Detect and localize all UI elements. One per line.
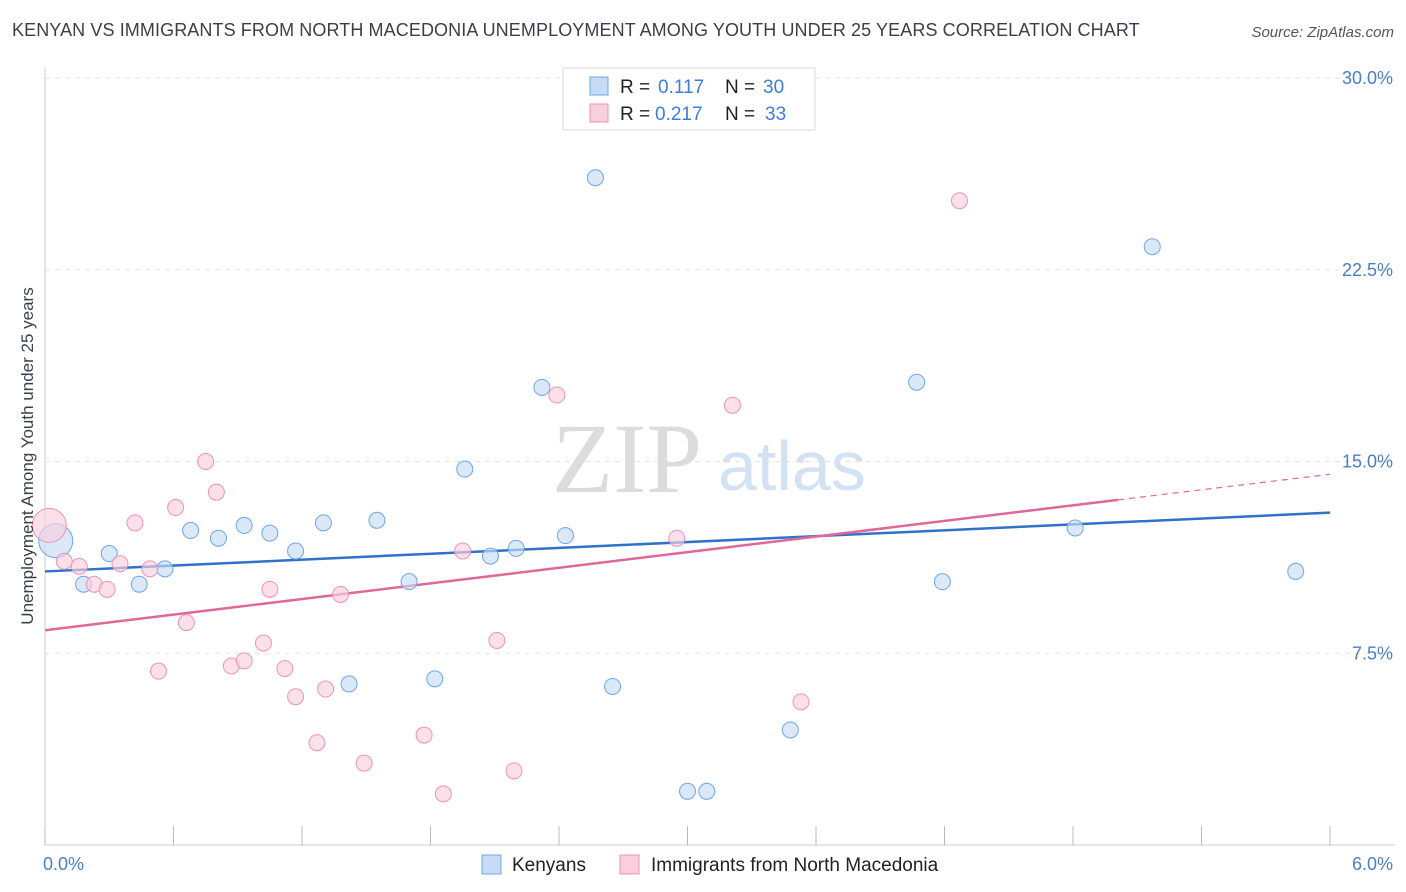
y-axis-label: Unemployment Among Youth under 25 years — [18, 287, 37, 624]
bottom-legend-label-kenyans: Kenyans — [512, 855, 586, 876]
kenyans-trend-line — [44, 511, 1331, 573]
macedonia-point-24 — [434, 785, 452, 803]
y-tick-label-0: 7.5% — [1352, 643, 1393, 663]
chart-title: KENYAN VS IMMIGRANTS FROM NORTH MACEDONI… — [12, 20, 1140, 40]
kenyans-point-20 — [586, 169, 604, 187]
legend-r-label-2: R = — [620, 104, 650, 125]
macedonia-point-8 — [150, 662, 168, 680]
macedonia-point-2 — [70, 557, 88, 575]
macedonia-point-0 — [31, 507, 67, 543]
kenyans-point-26 — [933, 573, 951, 591]
kenyans-point-5 — [182, 522, 200, 540]
macedonia-point-21 — [332, 585, 350, 603]
legend-n-value-1: 30 — [763, 77, 784, 98]
trend-lines — [44, 473, 1331, 632]
macedonia-point-1 — [55, 552, 73, 570]
macedonia-point-15 — [254, 634, 272, 652]
macedonia-point-27 — [505, 762, 523, 780]
kenyans-point-2 — [100, 545, 118, 563]
macedonia-trend-line — [44, 498, 1119, 632]
macedonia-point-14 — [235, 652, 253, 670]
macedonia-point-7 — [141, 560, 159, 578]
y-tick-label-1: 15.0% — [1342, 452, 1393, 472]
kenyans-point-11 — [340, 675, 358, 693]
kenyans-point-16 — [481, 547, 499, 565]
legend-n-label-1: N = — [725, 77, 755, 98]
x-tick-labels: 0.0% 6.0% — [43, 854, 1393, 874]
macedonia-point-19 — [308, 734, 326, 752]
kenyans-point-9 — [287, 542, 305, 560]
macedonia-point-28 — [548, 386, 566, 404]
kenyans-point-28 — [1143, 238, 1161, 256]
watermark-zip: ZIP — [552, 403, 702, 514]
kenyans-point-12 — [368, 511, 386, 529]
macedonia-point-11 — [197, 453, 215, 470]
kenyans-point-19 — [556, 527, 574, 545]
kenyans-point-17 — [507, 539, 525, 557]
kenyans-point-21 — [604, 677, 622, 695]
macedonia-trend-extension — [1117, 473, 1331, 501]
macedonia-point-30 — [723, 396, 741, 414]
gridlines — [45, 77, 1395, 654]
macedonia-point-20 — [317, 680, 335, 698]
kenyans-point-14 — [426, 670, 444, 688]
kenyans-point-7 — [235, 516, 253, 534]
bottom-legend-swatch-kenyans — [481, 854, 502, 875]
kenyans-point-18 — [533, 378, 551, 396]
legend-r-label-1: R = — [620, 77, 650, 98]
macedonia-point-32 — [950, 192, 968, 210]
y-tick-label-2: 22.5% — [1342, 260, 1393, 280]
macedonia-point-10 — [177, 614, 195, 632]
kenyans-point-27 — [1066, 519, 1084, 537]
macedonia-point-6 — [126, 514, 144, 532]
macedonia-point-23 — [415, 726, 433, 744]
data-points — [31, 169, 1305, 803]
kenyans-point-15 — [456, 460, 474, 478]
kenyans-point-22 — [679, 782, 696, 800]
y-tick-label-3: 30.0% — [1342, 68, 1393, 88]
kenyans-point-29 — [1287, 562, 1305, 580]
macedonia-point-16 — [261, 580, 279, 598]
legend-n-label-2: N = — [725, 104, 755, 125]
macedonia-point-4 — [98, 580, 116, 598]
legend-r-value-1: 0.117 — [658, 77, 704, 98]
x-tick-label-max: 6.0% — [1352, 854, 1393, 874]
macedonia-point-5 — [111, 555, 129, 573]
chart-source: Source: ZipAtlas.com — [1251, 24, 1394, 41]
macedonia-point-9 — [167, 499, 185, 517]
kenyans-point-23 — [698, 782, 716, 800]
kenyans-point-13 — [400, 573, 418, 591]
kenyans-point-25 — [908, 373, 926, 391]
axes — [44, 68, 1395, 846]
watermark: ZIP atlas — [552, 403, 866, 514]
macedonia-point-18 — [287, 688, 305, 706]
macedonia-point-26 — [488, 631, 506, 649]
kenyans-point-4 — [156, 560, 174, 578]
kenyans-point-8 — [261, 524, 279, 542]
macedonia-point-29 — [668, 529, 686, 547]
kenyans-point-10 — [314, 514, 332, 532]
watermark-atlas: atlas — [718, 427, 866, 505]
x-tick-label-min: 0.0% — [43, 854, 84, 874]
macedonia-point-31 — [792, 693, 810, 711]
kenyans-point-24 — [781, 721, 799, 739]
legend-r-value-2: 0.217 — [655, 104, 703, 125]
macedonia-point-12 — [207, 483, 225, 501]
series-legend: Kenyans Immigrants from North Macedonia — [481, 854, 939, 876]
bottom-legend-swatch-macedonia — [619, 854, 640, 875]
macedonia-point-17 — [276, 660, 294, 678]
bottom-legend-label-macedonia: Immigrants from North Macedonia — [651, 855, 939, 876]
kenyans-point-6 — [209, 529, 227, 547]
macedonia-point-22 — [355, 754, 373, 772]
legend-swatch-macedonia — [589, 103, 609, 123]
kenyans-point-3 — [130, 575, 148, 593]
stats-legend: R = 0.117 N = 30 R = 0.217 N = 33 — [562, 67, 816, 131]
y-tick-labels: 7.5% 15.0% 22.5% 30.0% — [1342, 68, 1393, 663]
legend-n-value-2: 33 — [765, 104, 786, 125]
macedonia-point-25 — [454, 542, 472, 560]
legend-swatch-kenyans — [589, 76, 609, 96]
